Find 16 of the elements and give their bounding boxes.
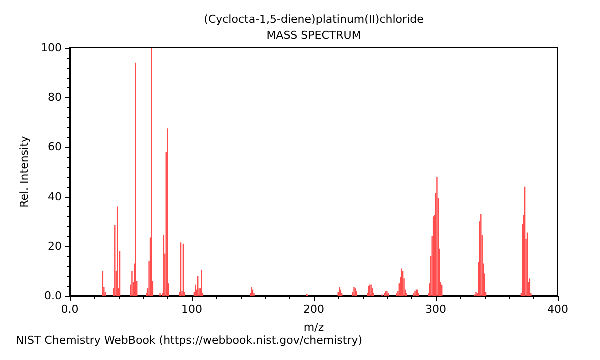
y-tick-label: 20 [48, 240, 62, 253]
y-tick-label: 0.0 [44, 290, 62, 302]
text: NIST Chemistry WebBook (https://webbook.nist.gov/chemistry) [16, 334, 362, 347]
x-axis-title: m/z [304, 321, 324, 334]
y-tick-label: 80 [48, 91, 62, 104]
chart-subtitle: MASS SPECTRUM [266, 29, 362, 42]
x-tick-label: 200 [304, 303, 324, 316]
y-tick-label: 40 [48, 190, 62, 204]
y-axis-title: Rel. Intensity [18, 136, 32, 208]
y-tick-label: 100 [41, 42, 62, 54]
x-tick-label: 300 [426, 303, 446, 316]
x-tick-label: 0.0 [61, 303, 79, 316]
x-tick-label: 400 [548, 303, 568, 316]
x-tick-label: 100 [182, 303, 202, 316]
chart-title: (Cyclocta-1,5-diene)platinum(II)chloride [204, 13, 424, 26]
y-tick-label: 60 [48, 140, 62, 154]
